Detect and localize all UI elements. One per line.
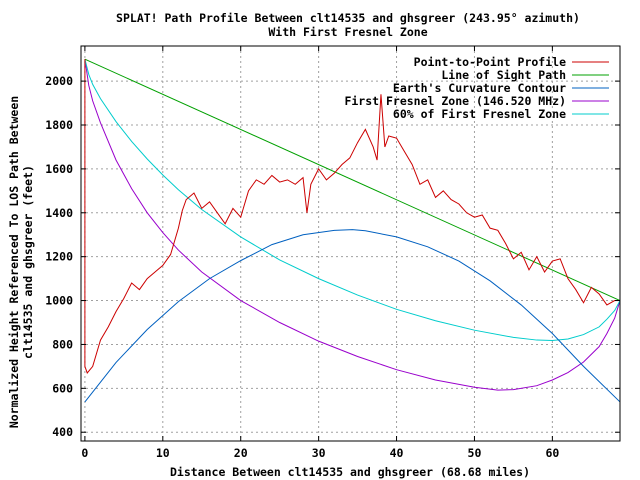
line-of-sight-line <box>84 58 621 302</box>
x-tick-label: 60 <box>545 446 559 460</box>
x-tick-label: 50 <box>468 446 482 460</box>
fresnel-zone-line <box>84 59 621 391</box>
legend-label: Point-to-Point Profile <box>414 55 566 69</box>
legend-label: Line of Sight Path <box>441 68 566 82</box>
x-tick-label: 30 <box>312 446 326 460</box>
y-tick-label: 1200 <box>45 250 73 264</box>
y-tick-label: 800 <box>52 337 73 351</box>
point-to-point-profile-line <box>84 59 620 374</box>
y-axis-label-line1: Normalized Height Referenced To LOS Path… <box>7 96 21 428</box>
x-tick-label: 0 <box>81 446 88 460</box>
plot-frame <box>80 45 621 442</box>
legend-label: 60% of First Fresnel Zone <box>393 107 566 121</box>
legend-label: Earth's Curvature Contour <box>393 81 566 95</box>
chart-subtitle: With First Fresnel Zone <box>268 25 427 39</box>
x-axis-label: Distance Between clt14535 and ghsgreer (… <box>170 465 530 479</box>
plot-series <box>84 58 621 403</box>
y-tick-label: 600 <box>52 381 73 395</box>
y-tick-label: 400 <box>52 425 73 439</box>
legend-label: First Fresnel Zone (146.520 MHz) <box>344 94 566 108</box>
fresnel-60-line <box>84 59 621 341</box>
y-tick-label: 1600 <box>45 162 73 176</box>
y-tick-label: 1800 <box>45 118 73 132</box>
x-tick-label: 10 <box>156 446 170 460</box>
chart-title: SPLAT! Path Profile Between clt14535 and… <box>116 11 580 25</box>
y-tick-label: 2000 <box>45 74 73 88</box>
x-tick-label: 40 <box>390 446 404 460</box>
axis-ticks: 0 10 20 30 40 50 60 400 600 800 1000 1200 1400 1600 18… <box>45 46 620 460</box>
earth-curvature-line <box>84 229 621 403</box>
y-axis-label-line2: clt14535 and ghsgreer (feet) <box>21 165 35 359</box>
x-tick-label: 20 <box>234 446 248 460</box>
y-tick-label: 1400 <box>45 206 73 220</box>
y-tick-label: 1000 <box>45 294 73 308</box>
